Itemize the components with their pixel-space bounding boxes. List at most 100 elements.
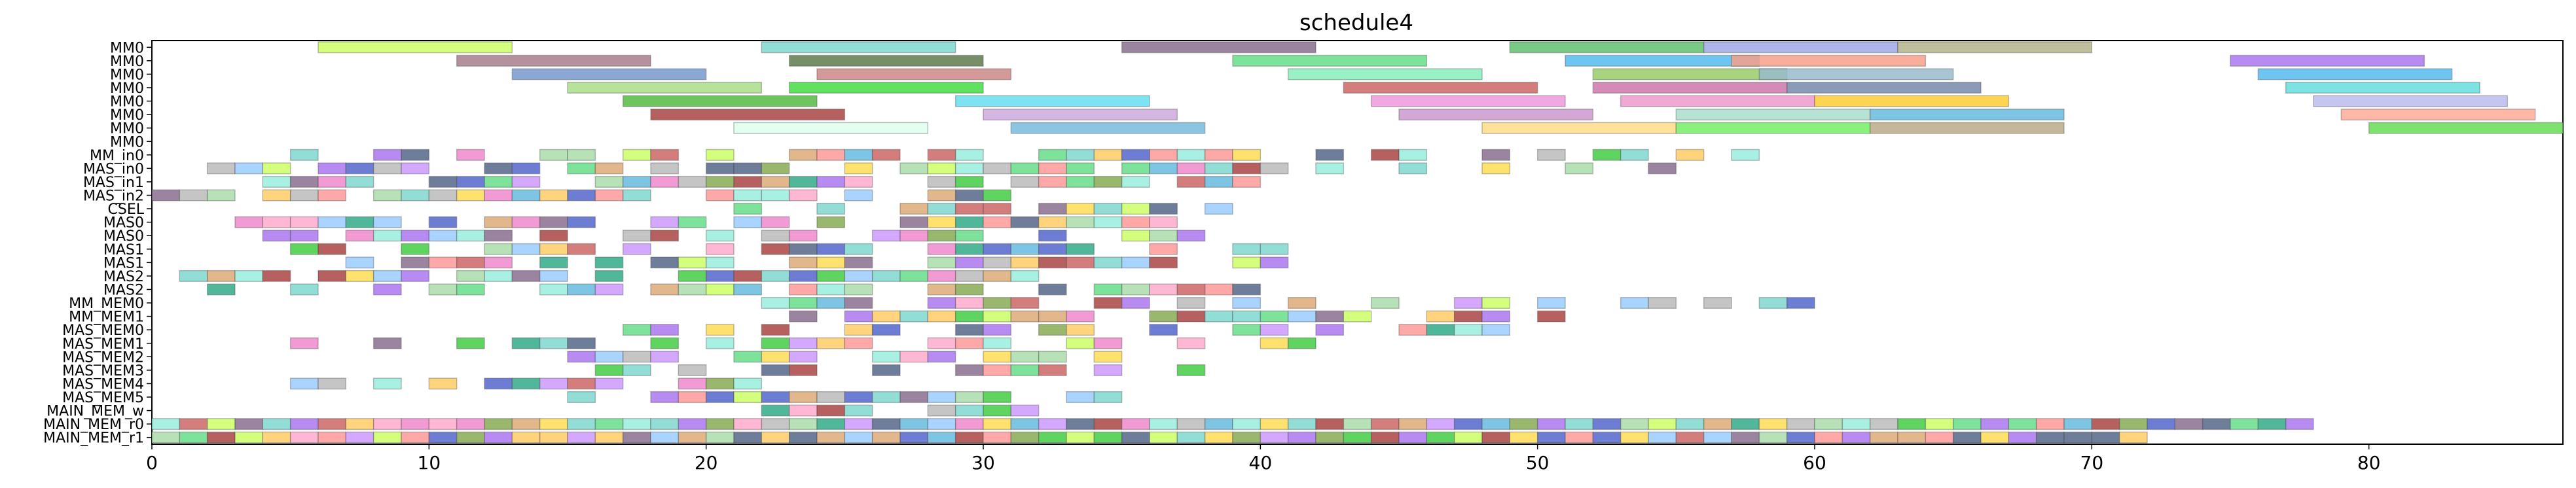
task-bar — [816, 148, 846, 161]
task-bar — [1481, 418, 1511, 430]
task-bar — [428, 256, 458, 269]
task-bar — [983, 297, 1012, 309]
task-bar — [705, 283, 735, 296]
task-bar — [844, 189, 873, 201]
task-bar — [2174, 418, 2204, 430]
task-bar — [927, 270, 956, 282]
task-bar — [871, 351, 901, 363]
task-bar — [539, 418, 568, 430]
task-bar — [2313, 95, 2509, 107]
task-bar — [372, 216, 402, 228]
task-bar — [705, 256, 735, 269]
task-bar — [456, 431, 485, 444]
task-bar — [678, 377, 707, 390]
task-bar — [1149, 230, 1178, 242]
task-bar — [289, 230, 319, 242]
y-tick-label: MM0 — [110, 134, 144, 150]
task-bar — [1260, 310, 1289, 322]
task-bar — [705, 175, 735, 188]
task-bar — [2035, 431, 2065, 444]
task-bar — [2368, 122, 2564, 134]
task-bar — [1232, 148, 1261, 161]
x-tick-label: 0 — [146, 452, 158, 474]
task-bar — [1453, 418, 1483, 430]
task-bar — [567, 337, 596, 349]
task-bar — [983, 337, 1012, 349]
task-bar — [954, 391, 984, 404]
task-bar — [899, 431, 929, 444]
task-bar — [1010, 351, 1040, 363]
task-bar — [983, 351, 1012, 363]
task-bar — [289, 189, 319, 201]
task-bar — [788, 243, 818, 255]
task-bar — [428, 175, 458, 188]
task-bar — [1232, 297, 1261, 309]
task-bar — [234, 216, 264, 228]
task-bar — [1204, 148, 1233, 161]
x-tick-label: 40 — [1249, 452, 1273, 474]
y-tick-label: MAS1 — [103, 242, 144, 258]
task-bar — [927, 162, 956, 175]
task-bar — [372, 337, 402, 349]
task-bar — [484, 418, 513, 430]
task-bar — [289, 283, 319, 296]
task-bar — [1592, 431, 1622, 444]
task-bar — [761, 297, 790, 309]
task-bar — [1592, 418, 1622, 430]
task-bar — [927, 404, 956, 417]
task-bar — [650, 216, 680, 228]
task-bar — [594, 418, 624, 430]
task-bar — [1121, 175, 1150, 188]
task-bar — [401, 431, 430, 444]
task-bar — [816, 418, 846, 430]
task-bar — [705, 418, 735, 430]
task-bar — [317, 216, 347, 228]
task-bar — [1536, 418, 1566, 430]
y-tick-label: MAIN_MEM_w — [46, 404, 144, 420]
task-bar — [954, 283, 984, 296]
task-bar — [1038, 243, 1067, 255]
y-tick-label: MAS_MEM5 — [62, 390, 144, 406]
task-bar — [567, 283, 596, 296]
task-bar — [844, 297, 873, 309]
task-bar — [539, 189, 568, 201]
y-tick-label: MM_MEM0 — [69, 296, 144, 312]
task-bar — [511, 175, 541, 188]
task-bar — [345, 216, 374, 228]
task-bar — [1066, 324, 1095, 336]
task-bar — [1093, 337, 1123, 349]
task-bar — [1066, 310, 1095, 322]
task-bar — [1398, 324, 1428, 336]
task-bar — [733, 283, 763, 296]
task-bar — [1841, 431, 1871, 444]
task-bar — [1315, 431, 1345, 444]
task-bar — [1731, 54, 1927, 67]
task-bar — [1287, 337, 1316, 349]
task-bar — [539, 148, 568, 161]
task-bar — [1315, 310, 1345, 322]
task-bar — [151, 418, 181, 430]
task-bar — [733, 175, 763, 188]
task-bar — [372, 431, 402, 444]
task-bar — [484, 431, 513, 444]
y-tick-label: MM0 — [110, 94, 144, 111]
task-bar — [1010, 175, 1040, 188]
task-bar — [1453, 310, 1483, 322]
task-bar — [844, 431, 873, 444]
task-bar — [456, 54, 651, 67]
task-bar — [1509, 431, 1538, 444]
y-tick-label: MAIN_MEM_r0 — [43, 417, 144, 433]
task-bar — [678, 283, 707, 296]
task-bar — [1232, 243, 1261, 255]
task-bar — [401, 162, 430, 175]
task-bar — [816, 216, 846, 228]
task-bar — [511, 418, 541, 430]
task-bar — [954, 148, 984, 161]
task-bar — [1038, 431, 1067, 444]
task-bar — [1675, 109, 1871, 121]
y-tick-label: MAS_MEM3 — [62, 363, 144, 379]
y-tick-label: MAS2 — [103, 269, 144, 285]
x-tick-label: 60 — [1803, 452, 1826, 474]
task-bar — [289, 243, 319, 255]
task-bar — [1066, 162, 1095, 175]
